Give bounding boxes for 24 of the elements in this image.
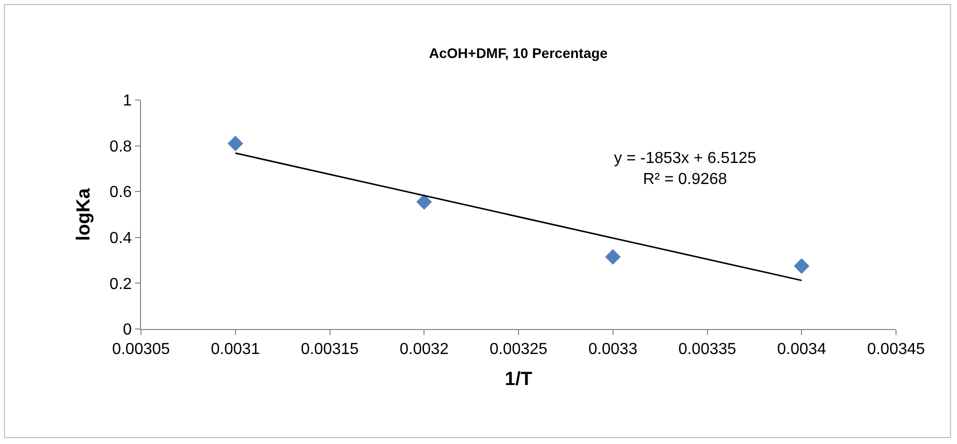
x-tick-label: 0.0033 xyxy=(588,341,638,358)
x-tick-label: 0.0034 xyxy=(777,341,826,358)
point xyxy=(416,194,432,210)
x-tick-label: 0.00335 xyxy=(678,341,736,358)
point xyxy=(605,249,621,265)
point xyxy=(794,258,810,274)
y-tick-label: 1 xyxy=(122,92,132,110)
x-tick-label: 0.00305 xyxy=(112,341,170,358)
y-tick-label: 0.2 xyxy=(110,276,132,293)
x-tick-label: 0.00325 xyxy=(490,341,548,358)
annotation: y = -1853x + 6.5125 xyxy=(614,150,756,167)
y-axis-title: logKa xyxy=(73,188,94,241)
x-axis-title: 1/T xyxy=(504,369,533,390)
y-tick-label: 0.6 xyxy=(110,184,132,202)
y-tick-label: 0 xyxy=(122,322,132,339)
x-tick-label: 0.0032 xyxy=(400,341,449,358)
y-tick-label: 0.4 xyxy=(110,230,132,247)
point xyxy=(228,136,244,152)
x-tick-label: 0.00345 xyxy=(867,341,926,358)
x-tick-label: 0.00315 xyxy=(300,341,359,358)
x-tick-label: 0.0031 xyxy=(210,341,260,358)
chart-title: AcOH+DMF, 10 Percentage xyxy=(429,45,608,61)
y-tick-label: 0.8 xyxy=(110,138,132,156)
annotation: R² = 0.9268 xyxy=(643,171,728,188)
